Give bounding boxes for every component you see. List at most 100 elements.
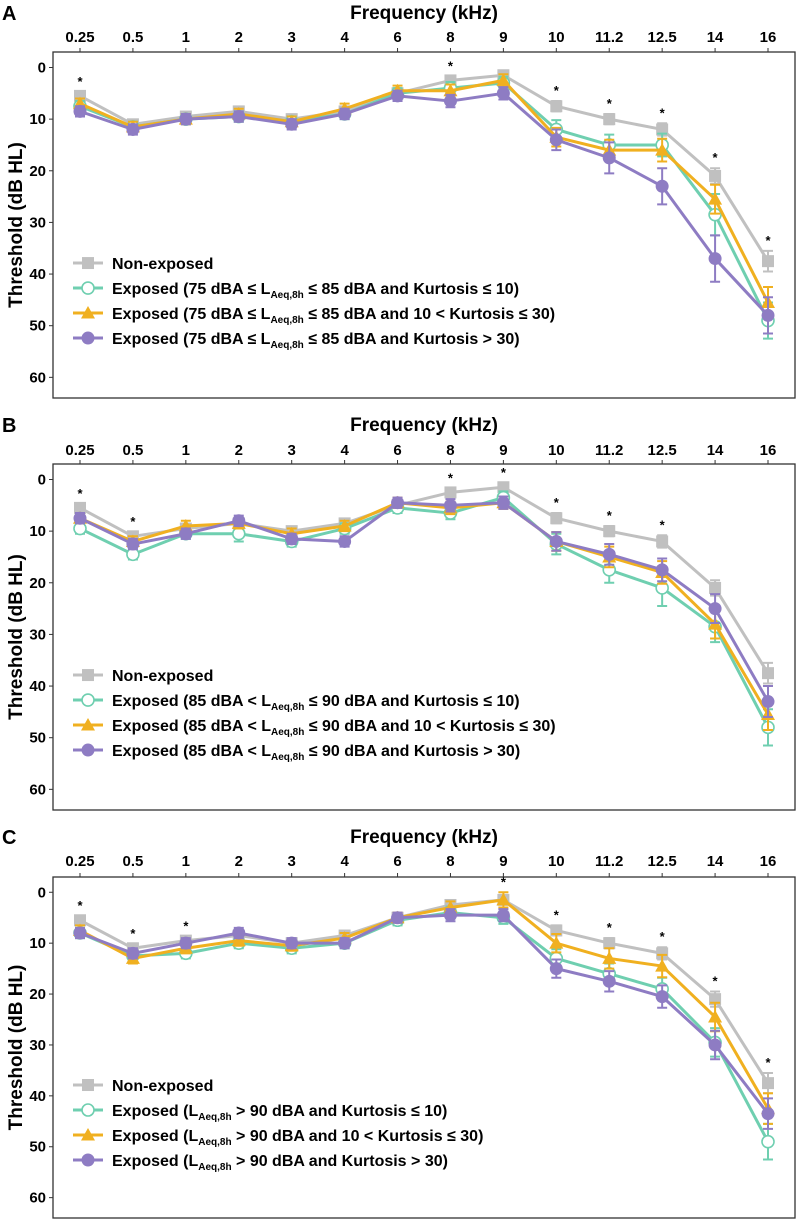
data-point: [656, 123, 669, 136]
data-point: [497, 481, 510, 494]
data-point: [761, 1107, 775, 1121]
significance-star: *: [607, 508, 613, 523]
data-point: [603, 113, 616, 126]
series-line: [79, 91, 770, 317]
panel-letter: B: [2, 415, 16, 437]
legend-marker: [81, 331, 95, 345]
data-point: [285, 532, 299, 546]
panel-b: B Frequency (kHz) 0.25 0.5 1 2 3 4 6 8 9 10 11.2 12.5…: [2, 415, 796, 811]
x-tick-label: 8: [446, 853, 454, 870]
significance-star: *: [660, 929, 666, 944]
legend: Non-exposed Exposed (75 dBA ≤ LAeq,8h ≤ 8…: [73, 256, 555, 351]
data-point: [496, 908, 510, 922]
series-k-high: [73, 495, 775, 719]
x-tick-label: 0.5: [122, 442, 143, 459]
x-tick-label: 14: [707, 29, 724, 46]
x-tick-label: 3: [288, 442, 296, 459]
legend: Non-exposed Exposed (85 dBA < LAeq,8h ≤ 9…: [73, 668, 556, 763]
x-tick-label: 0.25: [65, 29, 94, 46]
y-tick-label: 20: [29, 163, 46, 180]
data-point: [709, 581, 722, 594]
significance-star: *: [130, 514, 136, 529]
x-tick-label: 2: [235, 442, 243, 459]
x-axis-title: Frequency (kHz): [350, 827, 498, 848]
series-line: [79, 485, 770, 674]
x-tick-label: 2: [235, 29, 243, 46]
y-axis-title: Threshold (dB HL): [6, 965, 27, 1131]
y-tick-label: 50: [29, 730, 46, 747]
data-point: [655, 563, 669, 577]
series-line: [79, 501, 770, 703]
legend-marker: [81, 1128, 95, 1141]
data-point: [126, 122, 140, 136]
y-tick-label: 10: [29, 111, 46, 128]
legend-entry: Exposed (85 dBA < LAeq,8h ≤ 90 dBA and K…: [112, 693, 520, 713]
series-non-exposed: [74, 893, 774, 1095]
x-tick-label: 0.5: [122, 853, 143, 870]
data-point: [603, 937, 616, 950]
significance-star: *: [554, 83, 560, 98]
data-point: [179, 112, 193, 126]
y-tick-label: 10: [29, 523, 46, 540]
data-point: [550, 100, 563, 113]
data-point: [338, 534, 352, 548]
legend-entry: Exposed (85 dBA < LAeq,8h ≤ 90 dBA and 1…: [112, 718, 556, 738]
y-tick-label: 0: [38, 59, 46, 76]
data-point: [232, 926, 246, 940]
data-point: [338, 936, 352, 950]
significance-star: *: [765, 1055, 771, 1070]
data-point: [338, 107, 352, 121]
data-point: [655, 143, 670, 156]
y-tick-label: 30: [29, 626, 46, 643]
legend-marker: [81, 281, 95, 295]
plot-frame: [52, 51, 796, 399]
panel-letter: C: [2, 827, 16, 849]
x-tick-label: 6: [393, 853, 401, 870]
data-point: [74, 914, 86, 927]
significance-star: *: [77, 74, 83, 89]
y-axis-title: Threshold (dB HL): [6, 554, 27, 720]
y-tick-label: 50: [29, 318, 46, 335]
legend-entry: Exposed (75 dBA ≤ LAeq,8h ≤ 85 dBA and K…: [112, 331, 520, 351]
x-axis-title: Frequency (kHz): [350, 3, 498, 24]
data-point: [391, 911, 405, 925]
significance-star: *: [554, 495, 560, 510]
data-point: [549, 133, 563, 147]
x-axis-title: Frequency (kHz): [350, 415, 498, 436]
x-tick-label: 3: [288, 853, 296, 870]
plot-frame: [52, 876, 796, 1219]
data-point: [232, 110, 246, 124]
data-point: [550, 512, 563, 525]
x-tick-label: 9: [499, 29, 507, 46]
significance-star: *: [713, 150, 719, 165]
x-tick-label: 1: [182, 442, 190, 459]
x-tick-label: 1: [182, 29, 190, 46]
x-tick-label: 0.5: [122, 29, 143, 46]
legend-entry: Exposed (75 dBA ≤ LAeq,8h ≤ 85 dBA and K…: [112, 281, 519, 301]
data-point: [603, 525, 616, 538]
y-tick-label: 40: [29, 1088, 46, 1105]
legend-entry: Exposed (LAeq,8h > 90 dBA and 10 < Kurto…: [112, 1128, 483, 1148]
data-point: [708, 602, 722, 616]
data-point: [708, 1009, 723, 1023]
legend-entry: Non-exposed: [112, 1078, 213, 1095]
data-point: [708, 192, 723, 205]
legend-entry: Exposed (LAeq,8h > 90 dBA and Kurtosis ≤…: [112, 1103, 447, 1123]
data-point: [761, 695, 775, 709]
data-point: [74, 501, 86, 514]
x-tick-label: 16: [760, 442, 777, 459]
data-point: [602, 951, 617, 964]
data-point: [73, 104, 87, 118]
data-point: [444, 486, 457, 499]
y-tick-label: 30: [29, 1037, 46, 1054]
y-tick-label: 30: [29, 214, 46, 231]
y-tick-label: 20: [29, 575, 46, 592]
y-tick-label: 40: [29, 678, 46, 695]
data-point: [656, 947, 669, 960]
data-point: [126, 946, 140, 960]
significance-star: *: [765, 233, 771, 248]
x-tick-label: 11.2: [595, 29, 623, 46]
data-point: [602, 547, 616, 561]
x-tick-label: 4: [340, 853, 349, 870]
